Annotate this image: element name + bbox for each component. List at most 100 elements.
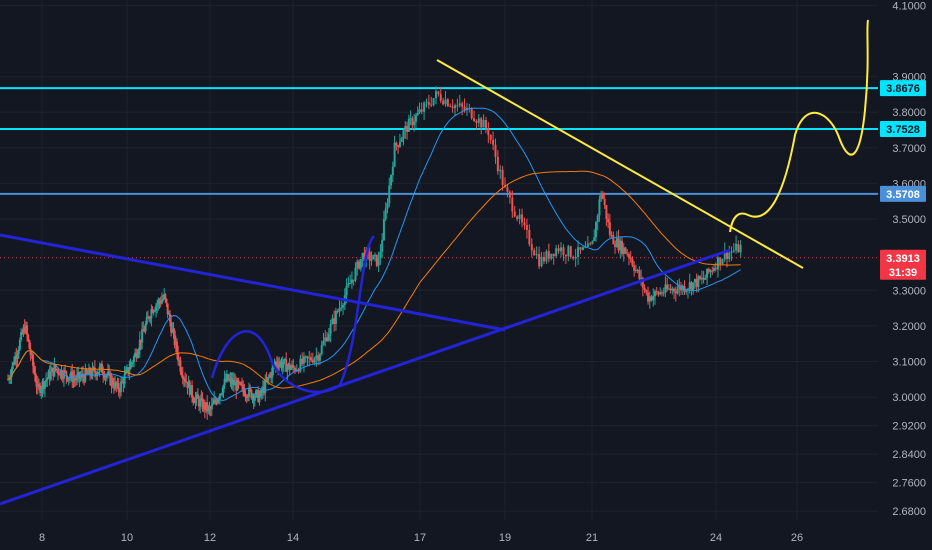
candle-body	[693, 279, 696, 283]
candle-body	[202, 402, 205, 410]
candle-body	[250, 389, 253, 399]
candle-body	[275, 362, 278, 365]
candle-body	[48, 371, 51, 380]
candle-body	[218, 394, 221, 399]
candle-body	[645, 290, 648, 293]
candle-body	[277, 364, 280, 368]
candle-body	[195, 394, 198, 399]
candle-body	[640, 278, 643, 280]
candle-body	[128, 369, 131, 373]
candle-body	[584, 246, 587, 248]
candle-body	[288, 363, 291, 370]
candle-body	[338, 308, 341, 312]
candle-body	[15, 356, 18, 359]
candle-body	[706, 268, 709, 278]
candle-body	[92, 367, 95, 369]
candle-body	[39, 385, 42, 393]
candle-body	[318, 354, 321, 361]
candle-body	[547, 251, 550, 259]
support-trendline	[0, 248, 731, 506]
date-tick-label: 19	[499, 532, 511, 544]
candle-body	[43, 381, 46, 389]
candle-body	[210, 404, 213, 410]
candle-body	[257, 390, 260, 402]
ma-slow-line	[7, 170, 741, 389]
candle-body	[391, 166, 394, 176]
candle-body	[662, 292, 665, 294]
price-tick-label: 3.7000	[892, 143, 926, 155]
candle-body	[136, 354, 139, 358]
candle-body	[617, 238, 620, 251]
candle-body	[569, 246, 572, 258]
candle-body	[34, 372, 37, 382]
candle-body	[134, 352, 137, 357]
candle-body	[311, 360, 314, 363]
candle-body	[35, 381, 38, 387]
candle-body	[621, 240, 624, 254]
candle-body	[501, 169, 504, 186]
yellow-projection-curve	[729, 19, 869, 233]
candle-body	[669, 288, 672, 291]
candle-body	[315, 355, 318, 359]
candle-body	[627, 254, 630, 258]
candle-body	[368, 251, 371, 261]
candle-body	[192, 397, 195, 402]
candle-body	[562, 247, 565, 255]
candle-body	[329, 324, 332, 335]
candle-body	[333, 318, 336, 325]
candle-body	[173, 330, 176, 345]
candle-body	[358, 261, 361, 269]
candle-body	[209, 408, 212, 410]
candle-body	[129, 363, 132, 370]
candle-body	[607, 218, 610, 223]
candle-body	[598, 199, 601, 216]
level-badge	[880, 185, 926, 202]
candle-body	[363, 252, 366, 261]
candle-body	[560, 247, 563, 252]
candle-body	[579, 247, 582, 250]
candle-body	[451, 106, 454, 109]
candle-body	[121, 380, 124, 382]
candle-body	[680, 285, 683, 291]
candle-body	[430, 104, 433, 106]
candle-body	[251, 395, 254, 399]
candle-body	[231, 380, 234, 385]
candle-body	[432, 98, 435, 106]
date-tick-label: 21	[586, 532, 598, 544]
candle-body	[636, 270, 639, 272]
candle-body	[480, 118, 483, 128]
candle-body	[489, 135, 492, 140]
candle-body	[508, 191, 511, 198]
candle-body	[187, 381, 190, 389]
candle-body	[728, 252, 731, 260]
candle-body	[236, 380, 239, 391]
candle-body	[648, 296, 651, 302]
candle-body	[248, 387, 251, 397]
candle-body	[610, 234, 613, 236]
candle-body	[265, 380, 268, 382]
candle-body	[671, 288, 674, 291]
candle-body	[36, 384, 39, 387]
candle-body	[84, 369, 87, 382]
candle-body	[322, 341, 325, 346]
candle-body	[132, 356, 135, 363]
level-badge	[880, 80, 926, 97]
candle-body	[352, 279, 355, 281]
date-tick-label: 10	[121, 532, 133, 544]
candle-body	[414, 115, 417, 122]
candle-body	[356, 261, 359, 268]
candle-body	[238, 382, 241, 384]
candle-body	[109, 372, 112, 385]
price-tick-label: 2.8400	[892, 449, 926, 461]
candle-body	[374, 254, 377, 256]
candle-body	[149, 318, 152, 320]
price-tick-label: 3.3000	[892, 285, 926, 297]
candle-body	[260, 390, 263, 393]
candle-body	[253, 396, 256, 401]
candle-body	[347, 283, 350, 286]
candle-body	[723, 250, 726, 260]
candle-body	[242, 384, 245, 391]
candle-body	[340, 307, 343, 309]
